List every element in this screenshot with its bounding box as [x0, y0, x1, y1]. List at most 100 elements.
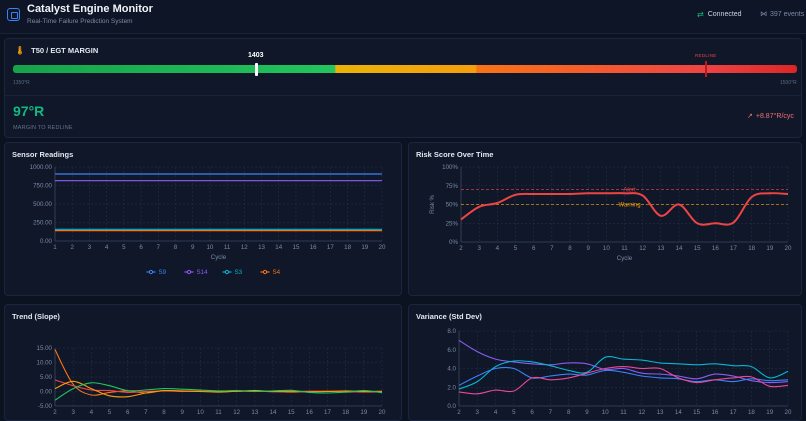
x-tick-label: 8: [568, 245, 572, 252]
x-tick-label: 14: [270, 409, 277, 416]
egt-gauge-bar: [13, 65, 797, 73]
x-tick-label: 10: [197, 409, 204, 416]
x-tick-label: 11: [620, 409, 627, 416]
x-tick-label: 4: [90, 409, 94, 416]
x-tick-label: 14: [676, 245, 683, 252]
sensor-readings-panel: Sensor Readings 0.00 250.00 500.00 750.00 10…: [4, 142, 402, 296]
variance-panel: Variance (Std Dev) 0.0 2.0 4.0 6.0 8.0 2 3 4 5 6 7…: [408, 304, 802, 421]
series-line-3: [458, 366, 789, 386]
x-tick-label: 5: [514, 245, 518, 252]
app-subtitle: Real-Time Failure Prediction System: [27, 18, 133, 25]
top-bar: Catalyst Engine Monitor Real-Time Failur…: [0, 0, 806, 34]
redline-marker: [705, 61, 707, 77]
x-tick-label: 11: [224, 244, 231, 251]
x-tick-label: 16: [711, 409, 718, 416]
x-tick-label: 5: [512, 409, 516, 416]
connection-status: ⇄ Connected: [697, 10, 742, 19]
x-tick-label: 10: [206, 244, 213, 251]
x-tick-label: 7: [550, 245, 554, 252]
y-tick-label: 250.00: [33, 220, 52, 227]
series-line-2: [458, 356, 789, 390]
legend-label: S14: [197, 269, 209, 276]
x-tick-label: 3: [71, 409, 75, 416]
cpu-chip-icon: [7, 8, 20, 21]
x-tick-label: 7: [157, 244, 161, 251]
x-tick-label: 12: [638, 409, 645, 416]
x-tick-label: 10: [603, 245, 610, 252]
trend-slope-chart: -5.00 0.00 5.00 10.00 15.00 2 3 4 5 6 7 8 9 10 11 12 13 1…: [37, 345, 386, 416]
y-tick-label: 0.0: [447, 403, 456, 410]
y-tick-label: 75%: [446, 183, 459, 190]
x-tick-label: 18: [748, 245, 755, 252]
egt-title: 🌡︎ T50 / EGT MARGIN: [15, 46, 98, 55]
y-tick-label: 4.0: [447, 366, 456, 373]
x-tick-label: 16: [306, 409, 313, 416]
x-tick-label: 11: [215, 409, 222, 416]
x-axis-label: Cycle: [617, 255, 633, 262]
legend-marker: [262, 269, 268, 275]
x-tick-label: 13: [657, 245, 664, 252]
x-tick-label: 6: [532, 245, 536, 252]
x-tick-label: 17: [324, 409, 331, 416]
legend-marker: [186, 269, 192, 275]
x-tick-label: 7: [144, 409, 148, 416]
x-tick-label: 16: [712, 245, 719, 252]
x-tick-label: 14: [275, 244, 282, 251]
y-tick-label: 5.00: [40, 374, 53, 381]
y-tick-label: 100%: [442, 164, 458, 171]
legend-label: S9: [159, 269, 167, 276]
x-tick-label: 20: [785, 409, 792, 416]
y-tick-label: 0%: [449, 239, 458, 246]
x-tick-label: 9: [585, 409, 589, 416]
variance-title: Variance (Std Dev): [416, 312, 482, 321]
x-tick-label: 17: [730, 245, 737, 252]
x-tick-label: 18: [344, 244, 351, 251]
x-tick-label: 10: [602, 409, 609, 416]
redline-label: REDLINE: [695, 53, 717, 58]
x-tick-label: 8: [174, 244, 178, 251]
egt-margin-panel: 🌡︎ T50 / EGT MARGIN 1403 REDLINE 1350°R …: [4, 38, 802, 138]
events-label: 397 events: [770, 10, 805, 18]
margin-label: MARGIN TO REDLINE: [13, 125, 73, 131]
sensor-readings-title: Sensor Readings: [12, 150, 74, 159]
threshold-label: Alert: [623, 188, 636, 194]
margin-rate-label: +8.87°R/cyc: [755, 112, 794, 120]
x-tick-label: 5: [122, 244, 126, 251]
x-tick-label: 13: [258, 244, 265, 251]
x-tick-label: 4: [496, 245, 500, 252]
series-line-4: [458, 366, 789, 395]
connection-label: Connected: [707, 11, 742, 18]
y-tick-label: 6.0: [447, 347, 456, 354]
x-tick-label: 4: [105, 244, 109, 251]
margin-value: 97°R: [13, 103, 45, 119]
gauge-current-marker: [255, 63, 258, 76]
x-tick-label: 6: [530, 409, 534, 416]
threshold-label: Warning: [618, 203, 640, 209]
activity-icon: ⋈: [760, 11, 767, 18]
y-tick-label: 2.0: [447, 384, 456, 391]
egt-divider: [5, 95, 801, 96]
x-tick-label: 17: [327, 244, 334, 251]
x-tick-label: 12: [639, 245, 646, 252]
gauge-max-label: 1500°R: [780, 80, 797, 86]
x-tick-label: 6: [139, 244, 143, 251]
risk-score-title: Risk Score Over Time: [416, 150, 494, 159]
y-tick-label: 1000.00: [30, 164, 53, 171]
x-tick-label: 2: [70, 244, 74, 251]
x-tick-label: 18: [748, 409, 755, 416]
gauge-min-label: 1350°R: [13, 80, 30, 86]
margin-rate: ↗ +8.87°R/cyc: [747, 112, 794, 121]
x-tick-label: 7: [549, 409, 553, 416]
x-tick-label: 6: [126, 409, 130, 416]
y-tick-label: 0.00: [40, 238, 53, 245]
series-line-1: [460, 192, 789, 226]
x-tick-label: 19: [361, 244, 368, 251]
x-tick-label: 13: [251, 409, 258, 416]
y-tick-label: 0.00: [40, 389, 53, 396]
x-tick-label: 15: [694, 245, 701, 252]
risk-score-panel: Risk Score Over Time 0% 25% 50% 75% 100% 2 3 4 5…: [408, 142, 802, 296]
x-tick-label: 15: [288, 409, 295, 416]
x-tick-label: 20: [379, 244, 386, 251]
x-axis-label: Cycle: [211, 254, 227, 261]
series-line-1: [458, 339, 789, 384]
